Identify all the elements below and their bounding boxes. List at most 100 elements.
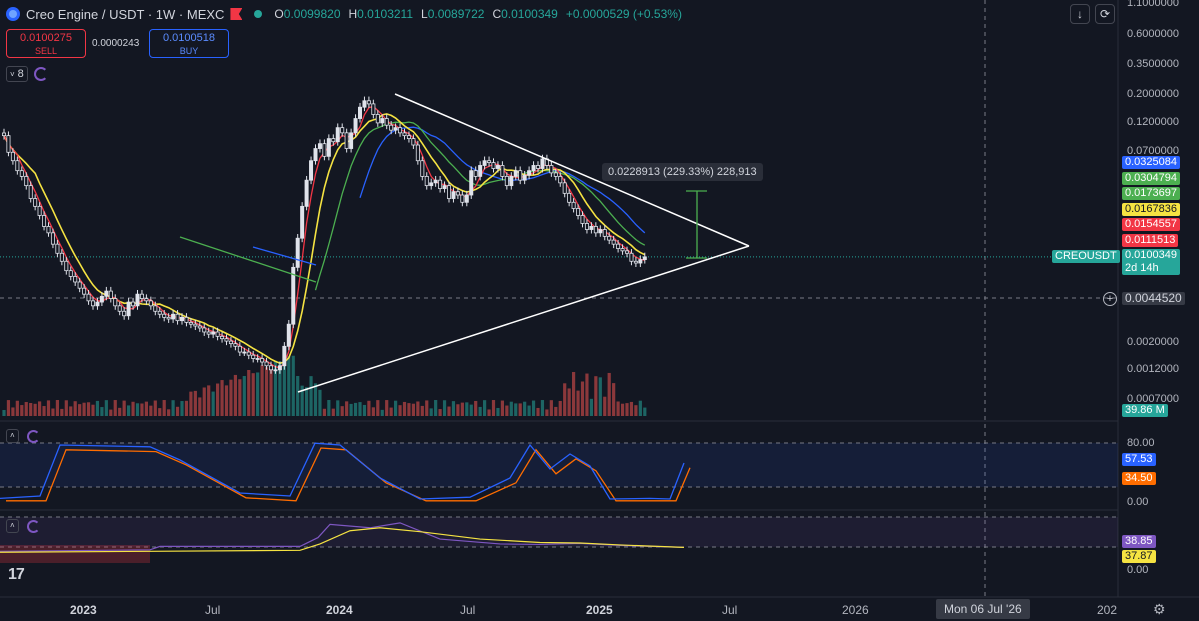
buy-label: BUY bbox=[179, 46, 199, 56]
rsi-line bbox=[0, 522, 685, 552]
sell-button[interactable]: 0.0100275 SELL bbox=[6, 29, 86, 58]
volume-bar bbox=[340, 406, 344, 416]
candle-down bbox=[576, 208, 581, 216]
volume-bar bbox=[612, 383, 616, 416]
candle-down bbox=[37, 205, 42, 216]
candle-up bbox=[598, 229, 603, 234]
candle-up bbox=[104, 290, 109, 297]
candle-up bbox=[469, 170, 474, 196]
candle-down bbox=[562, 182, 567, 194]
volume-bar bbox=[91, 404, 95, 416]
rsi-panel-header[interactable]: ˄ bbox=[6, 519, 40, 533]
settings-gear-icon[interactable]: ⚙ bbox=[1153, 601, 1166, 617]
stoch-k-line bbox=[0, 442, 685, 500]
candle-up bbox=[513, 170, 518, 177]
stoch-band bbox=[0, 443, 1118, 487]
candle-up bbox=[295, 237, 300, 268]
candle-down bbox=[487, 160, 492, 163]
crosshair-date-tag: Mon 06 Jul '26 bbox=[936, 599, 1030, 619]
candle-up bbox=[135, 293, 140, 307]
flag-icon[interactable] bbox=[230, 8, 243, 20]
volume-bar bbox=[549, 400, 553, 416]
volume-bar bbox=[69, 406, 73, 416]
volume-bar bbox=[171, 400, 175, 416]
sell-price: 0.0100275 bbox=[20, 32, 72, 44]
indicators-toggle[interactable]: ˅ 8 bbox=[6, 66, 48, 82]
candle-up bbox=[300, 205, 305, 239]
volume-bar bbox=[86, 402, 91, 416]
volume-bar bbox=[211, 391, 215, 416]
volume-bar bbox=[371, 407, 375, 416]
volume-bar bbox=[434, 400, 438, 416]
volume-bar bbox=[38, 401, 42, 416]
y-tick-label: 0.2000000 bbox=[1127, 88, 1179, 100]
volume-bar bbox=[207, 385, 211, 416]
volume-bar bbox=[563, 383, 567, 416]
candle-down bbox=[50, 232, 55, 245]
volume-bar bbox=[447, 406, 451, 416]
candle-down bbox=[193, 323, 198, 327]
collapse-icon[interactable]: ˄ bbox=[6, 519, 19, 533]
volume-bar bbox=[629, 401, 634, 416]
collapse-icon[interactable]: ˄ bbox=[6, 429, 19, 443]
ma-tag-lightgreen: 0.0173697 bbox=[1122, 187, 1180, 200]
stoch-panel-header[interactable]: ˄ bbox=[6, 429, 40, 443]
download-button[interactable]: ↓ bbox=[1070, 4, 1090, 24]
volume-bar bbox=[567, 388, 571, 416]
candle-down bbox=[633, 260, 638, 264]
candle-up bbox=[317, 143, 322, 149]
candle-down bbox=[175, 313, 180, 322]
volume-bar bbox=[594, 376, 598, 416]
volume-bar bbox=[353, 402, 358, 416]
candle-up bbox=[273, 369, 278, 372]
volume-bar bbox=[73, 401, 77, 416]
add-alert-button[interactable]: + bbox=[1103, 292, 1117, 306]
volume-bar bbox=[469, 404, 473, 416]
volume-bar bbox=[554, 406, 558, 416]
y-tick-label: 0.1200000 bbox=[1127, 116, 1179, 128]
volume-bar bbox=[558, 400, 562, 416]
candle-up bbox=[349, 132, 354, 149]
volume-bar bbox=[29, 403, 33, 416]
candle-up bbox=[527, 170, 532, 176]
volume-bar bbox=[429, 408, 433, 416]
volume-bar bbox=[300, 385, 304, 416]
candle-down bbox=[406, 135, 411, 139]
x-tick-label: Jul bbox=[722, 603, 738, 617]
candle-down bbox=[260, 358, 265, 363]
rsi-ma-line bbox=[0, 527, 685, 553]
volume-bar bbox=[362, 404, 367, 416]
candle-down bbox=[366, 100, 371, 105]
volume-bar bbox=[389, 407, 393, 416]
volume-bar bbox=[527, 405, 531, 416]
candle-down bbox=[536, 165, 541, 169]
volume-bar bbox=[331, 408, 335, 416]
x-tick-label: Jul bbox=[205, 603, 221, 617]
volume-bar bbox=[478, 406, 482, 416]
fullscreen-button[interactable]: ⟳ bbox=[1095, 4, 1115, 24]
stoch-tick: 80.00 bbox=[1127, 437, 1155, 449]
volume-bar bbox=[411, 403, 415, 416]
volume-bar bbox=[358, 402, 362, 416]
candle-down bbox=[620, 248, 625, 252]
volume-bar bbox=[6, 400, 11, 416]
candle-down bbox=[246, 351, 251, 356]
candle-down bbox=[500, 165, 505, 177]
candle-down bbox=[233, 343, 238, 347]
buy-button[interactable]: 0.0100518 BUY bbox=[149, 29, 229, 58]
candle-down bbox=[202, 327, 207, 333]
candle-down bbox=[113, 298, 118, 307]
volume-bar bbox=[607, 372, 611, 416]
symbol-title[interactable]: Creo Engine / USDT · 1W · MEXC bbox=[26, 6, 225, 22]
volume-bar bbox=[327, 400, 331, 416]
collapse-icon[interactable]: ˅ 8 bbox=[6, 66, 28, 82]
candle-up bbox=[95, 301, 100, 307]
candle-down bbox=[268, 365, 273, 371]
volume-bar bbox=[180, 401, 184, 416]
candle-up bbox=[362, 100, 367, 108]
volume-bar bbox=[135, 403, 140, 416]
volume-bar bbox=[398, 405, 402, 416]
candle-down bbox=[455, 191, 460, 196]
candle-up bbox=[451, 191, 456, 199]
